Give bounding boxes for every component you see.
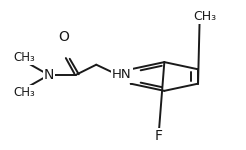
Text: O: O	[59, 30, 70, 44]
Text: N: N	[44, 68, 54, 82]
Text: CH₃: CH₃	[194, 10, 217, 23]
Text: HN: HN	[112, 69, 132, 81]
Text: CH₃: CH₃	[14, 86, 35, 99]
Text: F: F	[155, 129, 163, 143]
Text: CH₃: CH₃	[14, 51, 35, 64]
